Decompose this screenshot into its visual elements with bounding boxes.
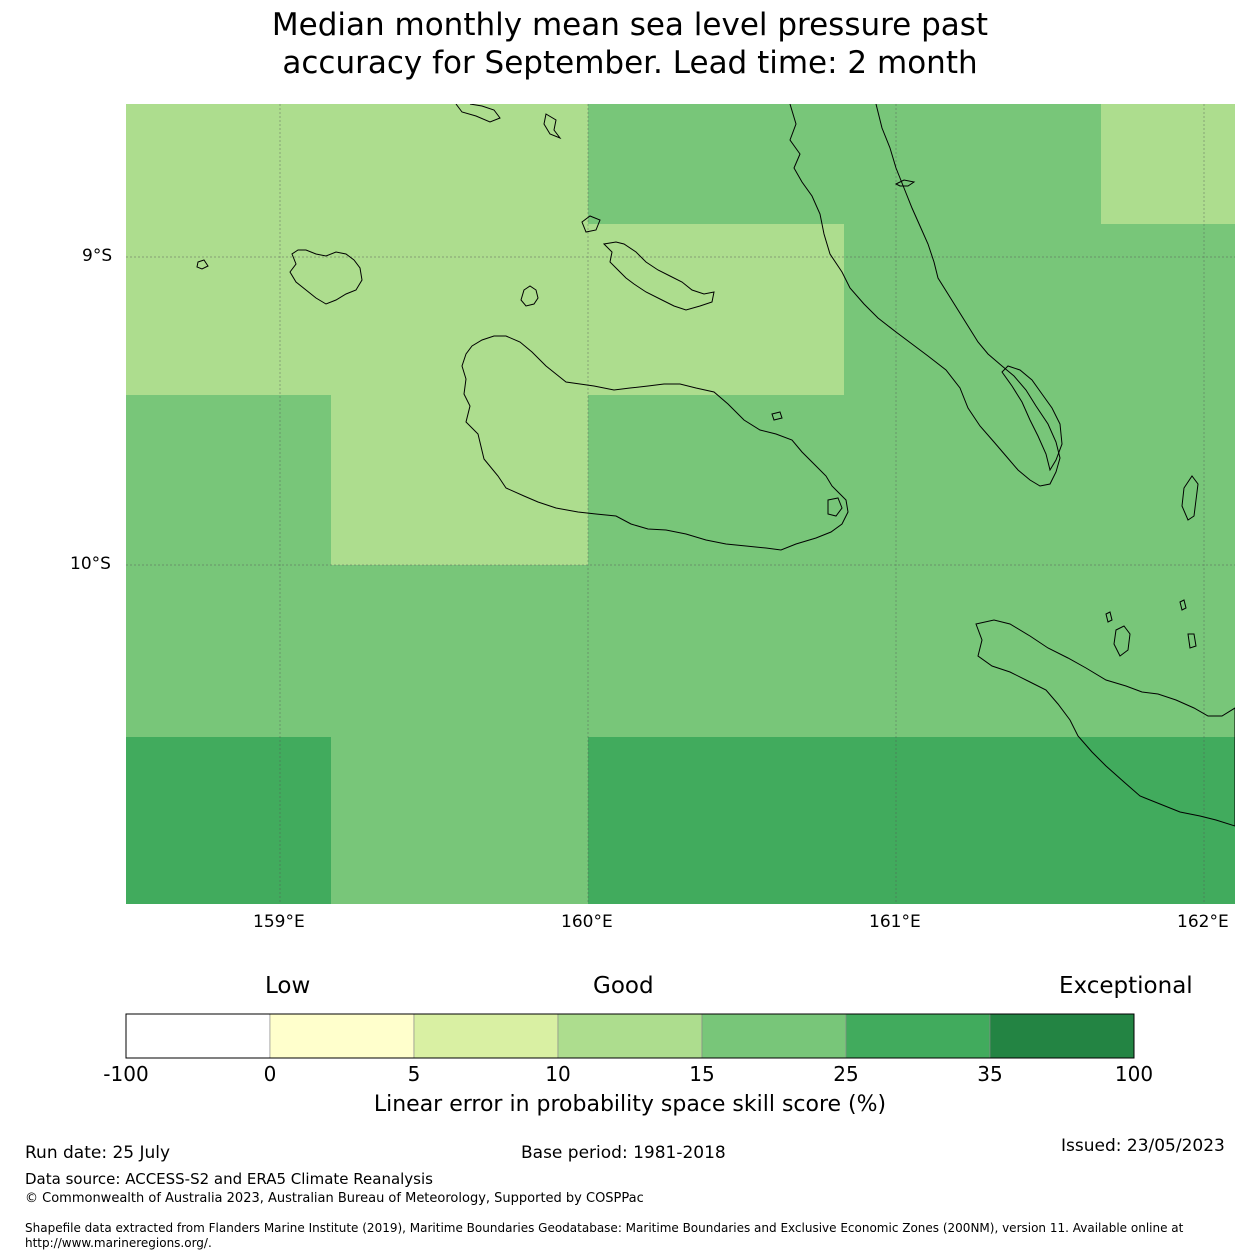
islet-c: [1179, 599, 1187, 611]
marau-islets: [827, 497, 843, 517]
lat-label-9s: 9°S: [82, 246, 113, 266]
colorbar-tick-7: 100: [1114, 1062, 1154, 1086]
colorbar-category-good: Good: [593, 973, 654, 999]
north-islets-b: [543, 113, 562, 140]
small-malaita-coast: [1001, 365, 1063, 472]
uki-coast: [1113, 625, 1131, 657]
ngella-coast: [602, 241, 715, 311]
skill-score-map: [126, 104, 1235, 904]
data-source: Data source: ACCESS-S2 and ERA5 Climate …: [25, 1170, 433, 1188]
colorbar-tick-3: 10: [545, 1062, 571, 1086]
colorbar-tick-0: -100: [103, 1062, 149, 1086]
colorbar-swatch: [269, 1013, 415, 1059]
colorbar-tick-2: 5: [407, 1062, 421, 1086]
cell-25-35: [588, 737, 1235, 904]
guadalcanal-coast: [461, 335, 849, 551]
maramasike-islet: [894, 179, 916, 187]
colorbar-swatch: [557, 1013, 703, 1059]
run-date: Run date: 25 July: [25, 1143, 171, 1163]
shapefile-credit-line1: Shapefile data extracted from Flanders M…: [25, 1221, 1184, 1235]
cell-25-35: [126, 737, 331, 904]
colorbar-label: Linear error in probability space skill …: [373, 1092, 887, 1117]
lon-label-162e: 162°E: [1177, 912, 1229, 932]
colorbar-swatch: [701, 1013, 847, 1059]
malaita-coast: [789, 104, 1061, 487]
colorbar-swatch: [413, 1013, 559, 1059]
colorbar-border: [125, 1013, 1135, 1059]
colorbar-tick-1: 0: [263, 1062, 277, 1086]
cell-10-15: [588, 224, 844, 395]
islet-a: [196, 259, 209, 270]
cell-10-15: [331, 395, 588, 565]
colorbar-swatch: [989, 1013, 1135, 1059]
issued-date: Issued: 23/05/2023: [1061, 1136, 1225, 1156]
lon-label-159e: 159°E: [253, 912, 305, 932]
florida-islets: [581, 215, 601, 233]
islet-d: [1187, 633, 1197, 649]
cell-10-15: [1101, 104, 1235, 224]
map-title: Median monthly mean sea level pressure p…: [0, 6, 1260, 82]
gridlines: [126, 104, 1235, 904]
skill-cells: [126, 104, 1235, 904]
colorbar-swatches: [125, 1013, 1135, 1059]
colorbar-category-exceptional: Exceptional: [1059, 973, 1193, 999]
colorbar-swatch: [125, 1013, 271, 1059]
north-islets: [455, 104, 501, 123]
colorbar-tick-5: 25: [833, 1062, 859, 1086]
cell-10-15: [126, 104, 588, 395]
shapefile-credit-line2: http://www.marineregions.org/.: [25, 1236, 212, 1250]
lat-label-10s: 10°S: [70, 554, 111, 574]
lon-label-160e: 160°E: [561, 912, 613, 932]
colorbar-category-low: Low: [265, 973, 311, 999]
islet-b: [1105, 611, 1113, 623]
base-period: Base period: 1981-2018: [521, 1143, 726, 1163]
ulawa-coast: [1181, 475, 1199, 521]
copyright: © Commonwealth of Australia 2023, Austra…: [25, 1191, 644, 1206]
colorbar-tick-4: 15: [689, 1062, 715, 1086]
colorbar-swatch: [845, 1013, 991, 1059]
title-line-2: accuracy for September. Lead time: 2 mon…: [282, 45, 978, 81]
map-area: 9°S 10°S 159°E 160°E 161°E 162°E: [70, 104, 1235, 932]
colorbar: [125, 1013, 1135, 1059]
lon-label-161e: 161°E: [869, 912, 921, 932]
colorbar-tick-6: 35: [977, 1062, 1003, 1086]
title-line-1: Median monthly mean sea level pressure p…: [271, 7, 989, 43]
makira-coast: [975, 619, 1235, 827]
tulagi-islet: [771, 411, 783, 421]
savo-coast: [520, 285, 539, 307]
coastlines: [196, 104, 1235, 827]
russell-islands-coast: [289, 249, 363, 305]
